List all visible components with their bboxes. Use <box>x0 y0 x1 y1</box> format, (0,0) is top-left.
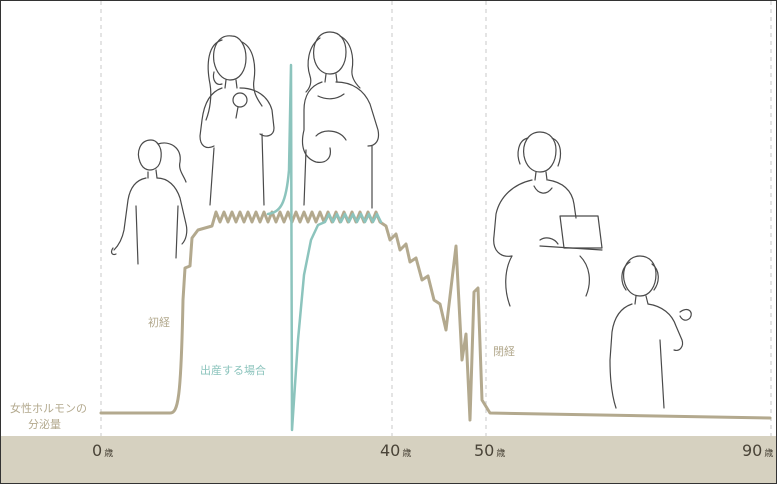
age-value-90: 90 <box>742 441 763 460</box>
age-value-0: 0 <box>92 441 103 460</box>
girl-figure <box>110 139 188 265</box>
age-marker-90: 90 歳 <box>742 441 773 460</box>
age-marker-50: 50 歳 <box>474 441 505 460</box>
elderly-woman-figure <box>609 255 692 409</box>
hormone-label-line2: 分泌量 <box>28 418 61 431</box>
menarche-label: 初経 <box>148 316 170 329</box>
age-marker-40: 40 歳 <box>380 441 411 460</box>
age-unit-50: 歳 <box>496 449 506 459</box>
age-value-50: 50 <box>474 441 495 460</box>
age-value-40: 40 <box>380 441 401 460</box>
age-unit-0: 歳 <box>104 449 114 459</box>
hormone-curve <box>99 210 772 422</box>
childbirth-label: 出産する場合 <box>200 364 266 377</box>
age-axis-band <box>1 436 776 483</box>
woman-laptop-figure <box>493 131 603 307</box>
pregnant-woman-figure <box>301 31 380 209</box>
young-woman-figure <box>199 35 275 206</box>
childbirth-curve <box>266 63 383 432</box>
age-unit-40: 歳 <box>402 449 412 459</box>
menopause-label: 閉経 <box>493 345 515 358</box>
age-unit-90: 歳 <box>764 449 774 459</box>
hormone-label-line1: 女性ホルモンの <box>10 402 87 415</box>
